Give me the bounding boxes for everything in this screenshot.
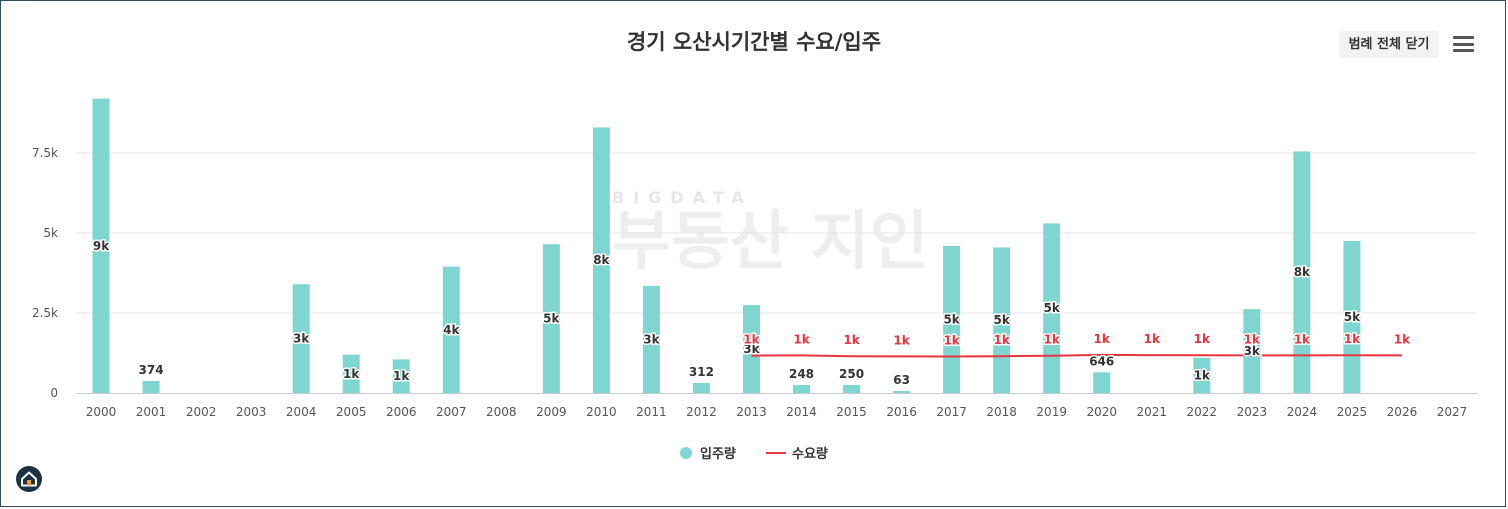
line-수요량 xyxy=(752,355,1402,357)
data-label-입주량: 5k xyxy=(1344,310,1361,324)
bar-입주량 xyxy=(1093,372,1110,393)
bar-입주량 xyxy=(793,385,810,393)
data-label-수요량: 1k xyxy=(943,334,960,348)
x-tick-label: 2000 xyxy=(86,405,117,419)
y-tick-label: 2.5k xyxy=(32,306,58,320)
data-label-입주량: 4k xyxy=(443,323,460,337)
data-label-입주량: 5k xyxy=(993,313,1010,327)
x-tick-label: 2026 xyxy=(1387,405,1418,419)
x-tick-label: 2023 xyxy=(1237,405,1268,419)
x-tick-label: 2017 xyxy=(936,405,967,419)
data-label-입주량: 63 xyxy=(893,373,910,387)
home-icon[interactable] xyxy=(16,466,42,492)
data-label-수요량: 1k xyxy=(1094,332,1111,346)
x-tick-label: 2022 xyxy=(1187,405,1218,419)
y-tick-label: 0 xyxy=(50,386,58,400)
x-tick-label: 2008 xyxy=(486,405,517,419)
data-label-입주량: 8k xyxy=(593,253,610,267)
bar-입주량 xyxy=(893,391,910,393)
x-tick-label: 2016 xyxy=(886,405,917,419)
chart-svg: 0 2.5k 5k 7.5k 2000 2001 2002 2003 2004 2005 2006 2… xyxy=(0,0,1508,509)
x-tick-label: 2003 xyxy=(236,405,267,419)
data-label-수요량: 1k xyxy=(1194,332,1211,346)
x-tick-label: 2009 xyxy=(536,405,567,419)
data-label-수요량: 1k xyxy=(743,333,760,347)
data-label-입주량: 312 xyxy=(689,365,714,379)
x-tick-label: 2019 xyxy=(1036,405,1067,419)
bar-입주량 xyxy=(143,381,160,393)
x-tick-label: 2015 xyxy=(836,405,867,419)
data-label-입주량: 374 xyxy=(139,363,164,377)
data-label-입주량: 9k xyxy=(93,239,110,253)
x-tick-label: 2004 xyxy=(286,405,317,419)
data-label-입주량: 646 xyxy=(1089,354,1114,368)
data-label-수요량: 1k xyxy=(1344,332,1361,346)
x-tick-label: 2005 xyxy=(336,405,367,419)
data-label-입주량: 5k xyxy=(943,312,960,326)
x-tick-label: 2007 xyxy=(436,405,467,419)
data-label-수요량: 1k xyxy=(1394,332,1411,346)
data-label-입주량: 3k xyxy=(293,332,310,346)
x-tick-label: 2020 xyxy=(1086,405,1117,419)
x-tick-label: 2012 xyxy=(686,405,717,419)
data-label-수요량: 1k xyxy=(993,333,1010,347)
y-tick-label: 7.5k xyxy=(32,146,58,160)
x-tick-label: 2018 xyxy=(986,405,1017,419)
data-label-수요량: 1k xyxy=(1044,333,1061,347)
data-label-수요량: 1k xyxy=(1244,332,1261,346)
data-label-입주량: 1k xyxy=(393,369,410,383)
bar-입주량 xyxy=(693,383,710,393)
legend-label-수요량: 수요량 xyxy=(792,447,828,462)
bar-입주량 xyxy=(843,385,860,393)
data-label-입주량: 3k xyxy=(643,332,660,346)
data-label-입주량: 248 xyxy=(789,367,814,381)
data-label-수요량: 1k xyxy=(1144,332,1161,346)
x-tick-label: 2024 xyxy=(1287,405,1318,419)
data-label-수요량: 1k xyxy=(843,333,860,347)
data-label-입주량: 250 xyxy=(839,367,864,381)
x-tick-label: 2025 xyxy=(1337,405,1368,419)
data-label-입주량: 1k xyxy=(1194,368,1211,382)
x-tick-label: 2027 xyxy=(1437,405,1468,419)
x-tick-label: 2006 xyxy=(386,405,417,419)
data-label-수요량: 1k xyxy=(893,333,910,347)
data-label-입주량: 1k xyxy=(343,367,360,381)
data-label-수요량: 1k xyxy=(1294,332,1311,346)
x-tick-label: 2010 xyxy=(586,405,617,419)
y-tick-label: 5k xyxy=(43,226,58,240)
x-tick-label: 2021 xyxy=(1136,405,1167,419)
data-label-수요량: 1k xyxy=(793,332,810,346)
data-label-입주량: 8k xyxy=(1294,265,1311,279)
x-tick-label: 2002 xyxy=(186,405,217,419)
legend-label-입주량: 입주량 xyxy=(700,447,736,462)
data-label-입주량: 5k xyxy=(1044,301,1061,315)
x-tick-label: 2011 xyxy=(636,405,667,419)
x-tick-label: 2013 xyxy=(736,405,767,419)
x-tick-label: 2001 xyxy=(136,405,167,419)
data-label-입주량: 5k xyxy=(543,312,560,326)
legend-marker-입주량 xyxy=(680,447,692,459)
x-tick-label: 2014 xyxy=(786,405,817,419)
